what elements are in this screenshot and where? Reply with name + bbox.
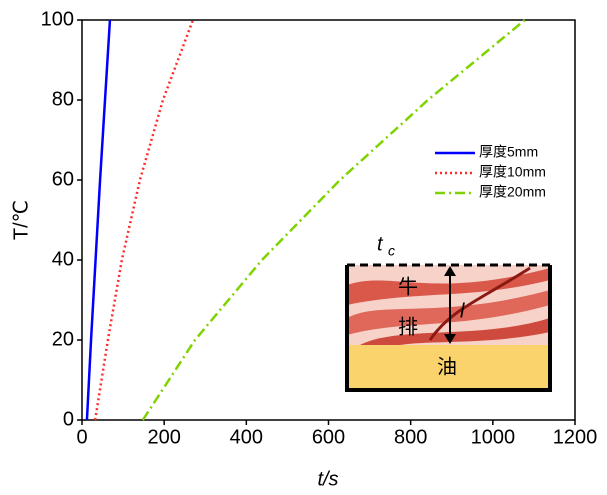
l-label: l [460,300,465,322]
x-tick-label: 1000 [471,426,516,448]
y-axis-label: T/℃ [10,200,32,240]
y-tick-label: 0 [63,408,74,430]
y-tick-label: 60 [52,168,74,190]
y-tick-label: 20 [52,328,74,350]
x-tick-label: 600 [312,426,345,448]
steak-stripe [347,268,550,305]
series-line [85,19,112,421]
x-tick-label: 0 [76,426,87,448]
x-tick-label: 800 [394,426,427,448]
y-tick-label: 100 [41,8,74,30]
y-tick-label: 40 [52,248,74,270]
meat-label: 牛 [398,275,418,298]
legend-label: 厚度20mm [479,184,546,200]
x-axis-label: t/s [317,468,338,490]
x-tick-label: 400 [230,426,263,448]
steak-stripe [347,290,550,335]
meat-label: 排 [398,315,418,338]
tc-label: t [377,233,384,255]
y-tick-label: 80 [52,88,74,110]
steak-stripe [360,318,550,345]
inset-diagram: t c l 牛 排 油 [345,233,552,392]
series-line [93,19,195,421]
tc-sub: c [388,243,395,259]
legend-label: 厚度5mm [479,144,538,160]
oil [347,345,550,390]
pan [345,265,552,392]
oil-label: 油 [437,355,457,378]
steak-vein [428,266,531,341]
x-tick-label: 1200 [553,426,598,448]
x-tick-label: 200 [147,426,180,448]
series-line [141,19,526,421]
legend-label: 厚度10mm [479,164,546,180]
